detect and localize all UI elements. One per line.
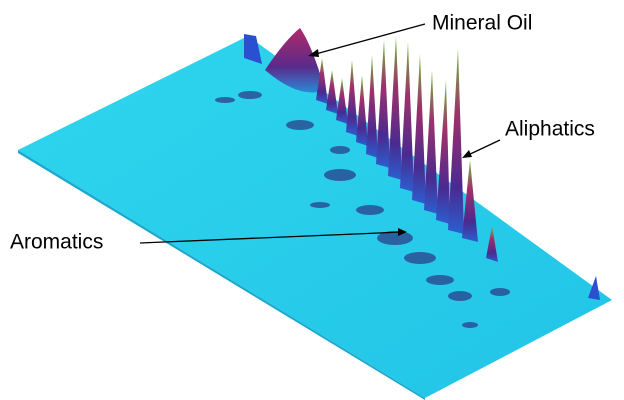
edge-ridge bbox=[244, 34, 262, 64]
aromatic-blobs bbox=[215, 91, 510, 328]
arrow bbox=[465, 139, 501, 157]
plane-edge bbox=[18, 150, 425, 400]
arrow bbox=[139, 231, 403, 244]
arrowhead bbox=[398, 228, 407, 236]
mineral-oil-hump bbox=[265, 28, 325, 93]
annotation-label: Mineral Oil bbox=[432, 12, 532, 35]
annotation-label: Aromatics bbox=[10, 231, 103, 254]
base-plane bbox=[18, 36, 612, 398]
annotations: Mineral Oil Aliphatics Aromatics bbox=[10, 12, 595, 254]
aliphatic-peaks bbox=[316, 36, 498, 262]
arrow bbox=[311, 23, 426, 56]
annotation-label: Aliphatics bbox=[505, 118, 595, 141]
surface bbox=[18, 28, 612, 400]
arrowhead bbox=[462, 150, 472, 158]
arrowhead bbox=[308, 49, 319, 57]
edge-ridge bbox=[588, 276, 600, 300]
